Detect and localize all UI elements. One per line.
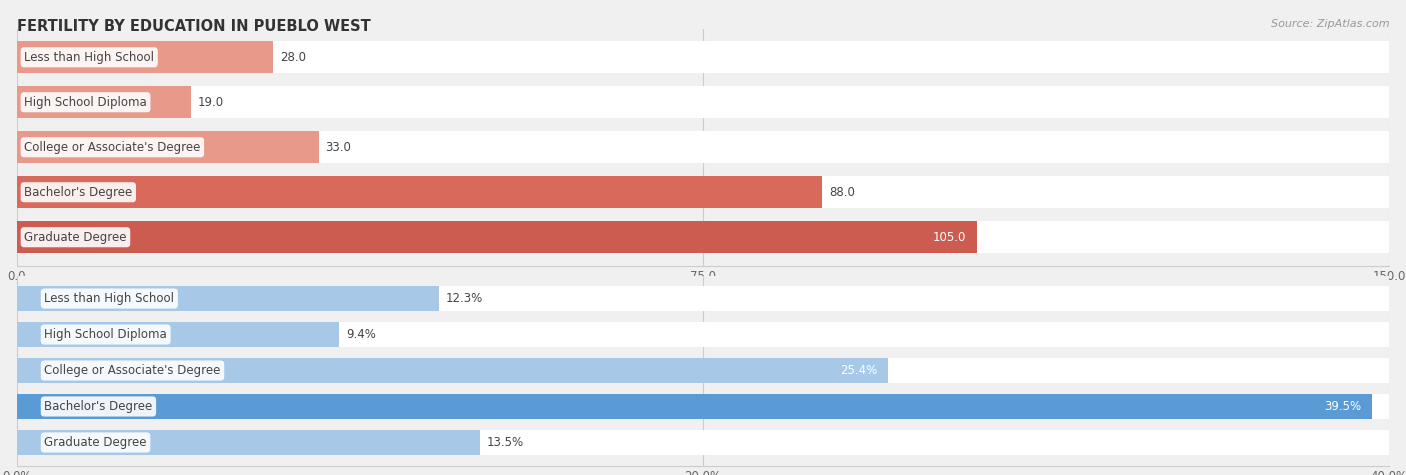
Text: Graduate Degree: Graduate Degree bbox=[45, 436, 146, 449]
Bar bbox=[17, 221, 977, 253]
Bar bbox=[17, 322, 1389, 348]
Bar bbox=[17, 221, 1389, 253]
Bar bbox=[17, 393, 1372, 419]
Bar bbox=[17, 393, 1389, 419]
Text: FERTILITY BY EDUCATION IN PUEBLO WEST: FERTILITY BY EDUCATION IN PUEBLO WEST bbox=[17, 19, 371, 34]
Bar bbox=[17, 358, 889, 383]
Text: Bachelor's Degree: Bachelor's Degree bbox=[45, 400, 153, 413]
Bar bbox=[17, 86, 1389, 118]
Text: 12.3%: 12.3% bbox=[446, 292, 482, 305]
Bar bbox=[17, 322, 339, 348]
Bar bbox=[17, 285, 439, 312]
Text: 13.5%: 13.5% bbox=[486, 436, 524, 449]
Bar bbox=[17, 41, 273, 74]
Bar bbox=[17, 131, 319, 163]
Text: College or Associate's Degree: College or Associate's Degree bbox=[24, 141, 201, 154]
Text: 9.4%: 9.4% bbox=[346, 328, 375, 341]
Bar bbox=[17, 176, 823, 209]
Bar bbox=[17, 86, 191, 118]
Text: 33.0: 33.0 bbox=[326, 141, 352, 154]
Text: Less than High School: Less than High School bbox=[45, 292, 174, 305]
Bar bbox=[17, 429, 479, 456]
Text: 25.4%: 25.4% bbox=[839, 364, 877, 377]
Text: Bachelor's Degree: Bachelor's Degree bbox=[24, 186, 132, 199]
Bar bbox=[17, 285, 1389, 312]
Bar bbox=[17, 358, 1389, 383]
Text: High School Diploma: High School Diploma bbox=[45, 328, 167, 341]
Bar bbox=[17, 41, 1389, 74]
Text: 39.5%: 39.5% bbox=[1324, 400, 1361, 413]
Text: High School Diploma: High School Diploma bbox=[24, 96, 148, 109]
Text: 105.0: 105.0 bbox=[934, 231, 966, 244]
Text: 19.0: 19.0 bbox=[198, 96, 224, 109]
Bar bbox=[17, 131, 1389, 163]
Text: College or Associate's Degree: College or Associate's Degree bbox=[45, 364, 221, 377]
Text: 88.0: 88.0 bbox=[828, 186, 855, 199]
Bar bbox=[17, 176, 1389, 209]
Text: Graduate Degree: Graduate Degree bbox=[24, 231, 127, 244]
Bar bbox=[17, 429, 1389, 456]
Text: Source: ZipAtlas.com: Source: ZipAtlas.com bbox=[1271, 19, 1389, 29]
Text: Less than High School: Less than High School bbox=[24, 51, 155, 64]
Text: 28.0: 28.0 bbox=[280, 51, 307, 64]
